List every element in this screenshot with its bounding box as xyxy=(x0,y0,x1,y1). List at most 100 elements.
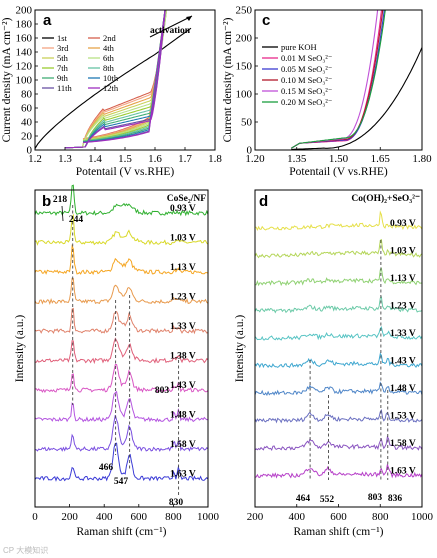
panel-label: d xyxy=(259,193,268,210)
x-tick-label: 1.35 xyxy=(287,153,307,165)
panel-b: 0.93 V 1.03 V 1.13 V 1.23 V 1.33 V 1.38 V 1.43… xyxy=(14,184,220,538)
spectrum-1.33 V xyxy=(34,307,209,335)
activation-arrow-line xyxy=(149,15,193,38)
series-group xyxy=(35,10,192,149)
series-line-0.20 M SeO₃²⁻ xyxy=(290,10,386,149)
voltage-label: 1.23 V xyxy=(170,293,196,303)
spectrum-1.23 V xyxy=(254,296,423,314)
y-tick-label: 160 xyxy=(16,33,33,45)
voltage-label: 1.03 V xyxy=(170,234,196,244)
x-tick-label: 1.2 xyxy=(28,153,42,165)
voltage-label: 1.58 V xyxy=(390,439,416,449)
y-tick-label: 200 xyxy=(16,5,33,17)
voltage-label: 0.93 V xyxy=(170,204,196,214)
y-tick-label: 0 xyxy=(247,145,253,157)
activation-label: activation xyxy=(150,26,191,36)
y-tick-label: 0 xyxy=(27,145,33,157)
spectrum-1.13 V xyxy=(34,244,209,276)
x-tick-label: 600 xyxy=(330,511,347,523)
y-tick-label: 200 xyxy=(236,33,253,45)
x-tick-label: 1.4 xyxy=(88,153,102,165)
voltage-label: 1.33 V xyxy=(170,322,196,332)
x-axis-label: Potentail (V vs.RHE) xyxy=(289,166,388,178)
y-tick-label: 120 xyxy=(16,61,33,73)
voltage-label: 1.13 V xyxy=(170,263,196,273)
spectrum-0.93 V xyxy=(34,184,209,217)
legend-label: 8th xyxy=(103,63,115,73)
peak-label: 836 xyxy=(388,494,403,504)
series-line-4th xyxy=(64,10,168,149)
legend-label: 0.05 M SeO₃²⁻ xyxy=(281,64,333,74)
peak-pointer xyxy=(61,205,64,222)
spectrum-1.03 V xyxy=(34,213,209,246)
peak-label: 466 xyxy=(99,463,114,473)
plot-frame xyxy=(254,189,423,508)
panel-a: 1.2 1.3 1.4 1.5 1.6 1.7 1.8 0 20 40 60 80 100 120 140 1… xyxy=(1,5,222,179)
series-line-5th xyxy=(64,10,168,149)
x-tick-label: 1.80 xyxy=(412,153,432,165)
y-tick-label: 100 xyxy=(16,75,33,87)
spectrum-1.33 V xyxy=(254,325,423,341)
x-tick-label: 1.8 xyxy=(208,153,222,165)
voltage-label: 1.58 V xyxy=(170,440,196,450)
spectrum-1.53 V xyxy=(254,409,423,424)
series-line-1st xyxy=(35,27,192,149)
voltage-label: 1.63 V xyxy=(390,467,416,477)
x-tick-label: 1.50 xyxy=(329,153,349,165)
voltage-label: 1.03 V xyxy=(390,247,416,257)
peak-label: 244 xyxy=(69,215,84,225)
spectrum-1.58 V xyxy=(34,414,209,452)
plot-frame xyxy=(34,189,209,508)
peak-label: 803 xyxy=(368,493,383,503)
panel-label-c: c xyxy=(262,12,270,29)
voltage-label: 1.38 V xyxy=(170,352,196,362)
legend-label: 4th xyxy=(103,43,115,53)
x-tick-label: 400 xyxy=(289,511,306,523)
x-tick-label: 1000 xyxy=(411,511,434,523)
peak-label: 547 xyxy=(114,477,129,487)
voltage-label: 1.43 V xyxy=(390,357,416,367)
legend-label: 11th xyxy=(57,83,73,93)
spectrum-1.48 V xyxy=(254,381,423,397)
spectrum-1.43 V xyxy=(34,363,209,393)
spectrum-0.93 V xyxy=(255,210,423,232)
activation-arrowhead xyxy=(186,16,192,21)
panel-d: 0.93 V 1.03 V 1.13 V 1.23 V 1.33 V 1.43 V 1.48… xyxy=(234,189,434,538)
x-tick-label: 1000 xyxy=(197,511,220,523)
y-axis-label: Current density (mA cm⁻²) xyxy=(222,17,234,142)
series-group xyxy=(290,10,422,150)
peak-label: 830 xyxy=(169,498,184,508)
x-tick-label: 800 xyxy=(372,511,389,523)
legend-label: 0.15 M SeO₃²⁻ xyxy=(281,86,333,96)
x-tick-label: 1.6 xyxy=(148,153,162,165)
voltage-label: 1.48 V xyxy=(390,384,416,394)
voltage-label: 1.53 V xyxy=(390,412,416,422)
legend-label: pure KOH xyxy=(281,42,317,52)
legend-label: 12th xyxy=(103,83,119,93)
spectrum-1.38 V xyxy=(34,337,209,365)
voltage-label: 1.13 V xyxy=(390,274,416,284)
x-axis-label: Raman shift (cm⁻¹) xyxy=(294,526,384,538)
panel-label-a: a xyxy=(43,12,52,29)
x-tick-label: 200 xyxy=(247,511,264,523)
spectrum-1.63 V xyxy=(34,442,209,482)
watermark-label: CP 大模知识 xyxy=(3,545,48,555)
voltage-label: 1.63 V xyxy=(170,470,196,480)
peak-label: 803 xyxy=(155,386,170,396)
voltage-label: 0.93 V xyxy=(390,219,416,229)
x-tick-label: 600 xyxy=(131,511,148,523)
x-tick-label: 400 xyxy=(96,511,113,523)
y-tick-label: 180 xyxy=(16,19,33,31)
x-tick-label: 1.65 xyxy=(371,153,391,165)
legend-label: 1st xyxy=(57,33,68,43)
series-line-6th xyxy=(64,10,168,149)
legend-label: 2nd xyxy=(103,33,117,43)
legend-label: 3rd xyxy=(57,43,69,53)
y-axis-label: Intensity (a.u.) xyxy=(14,315,26,383)
legend-label: 0.20 M SeO₃²⁻ xyxy=(281,97,333,107)
spectrum-1.48 V xyxy=(34,390,209,423)
voltage-label: 1.33 V xyxy=(390,329,416,339)
legend-label: 0.10 M SeO₃²⁻ xyxy=(281,75,333,85)
y-axis-label: Intensity (a.u.) xyxy=(234,315,246,383)
